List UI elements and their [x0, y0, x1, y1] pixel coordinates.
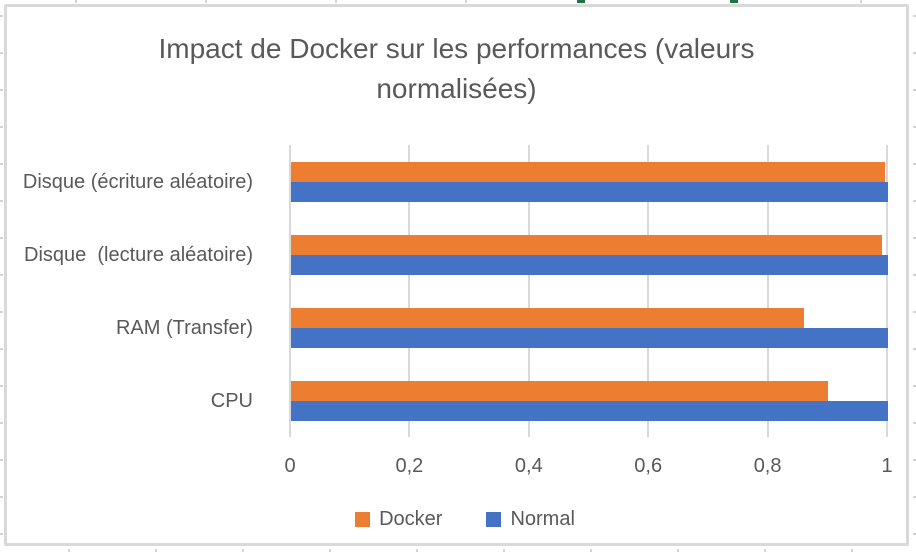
bar-docker-cat2	[291, 307, 804, 328]
x-tick-label-0,4: 0,4	[514, 455, 543, 477]
cell-gridline-tick	[677, 549, 679, 552]
cell-gridline-tick	[0, 126, 3, 128]
cell-gridline-tick	[913, 348, 916, 350]
bar-normal-cat0	[291, 181, 888, 202]
bar-docker-cat0	[291, 161, 885, 182]
bar-normal-cat3	[291, 400, 888, 421]
cell-gridline-tick	[913, 52, 916, 54]
cell-gridline-tick	[913, 15, 916, 17]
cell-gridline-tick	[0, 533, 3, 535]
category-label-2: RAM (Transfer)	[115, 316, 253, 339]
cell-gridline-tick	[503, 549, 505, 552]
cell-gridline-tick	[0, 52, 3, 54]
category-label-1: Disque (lecture aléatoire)	[24, 243, 253, 266]
cell-gridline-tick	[764, 549, 766, 552]
cell-gridline-tick	[329, 549, 331, 552]
legend-label-normal: Normal	[510, 508, 575, 530]
x-tick-label-1: 1	[881, 455, 893, 477]
cell-gridline-tick	[913, 533, 916, 535]
category-label-0: Disque (écriture aléatoire)	[22, 170, 253, 193]
gridline-x-1	[886, 145, 888, 437]
cell-gridline-tick	[465, 0, 467, 3]
legend: Docker Normal	[7, 508, 916, 530]
cell-gridline-tick	[0, 459, 3, 461]
cell-gridline-tick	[860, 0, 862, 3]
chart-title: Impact de Docker sur les performances (v…	[158, 33, 755, 104]
legend-swatch-docker	[355, 511, 371, 527]
x-tick-label-0,6: 0,6	[634, 455, 663, 477]
cell-border-green-tick	[577, 0, 585, 3]
x-tick-label-0: 0	[284, 455, 296, 477]
gridline-x-0,4	[527, 145, 530, 437]
cell-gridline-tick	[0, 89, 3, 91]
cell-gridline-tick	[913, 200, 916, 202]
cell-gridline-tick	[0, 496, 3, 498]
cell-gridline-tick	[0, 274, 3, 276]
cell-gridline-tick	[335, 0, 337, 3]
bar-docker-cat3	[291, 380, 828, 401]
cell-gridline-tick	[913, 422, 916, 424]
cell-border-green-tick	[730, 0, 738, 3]
cell-gridline-tick	[913, 459, 916, 461]
gridline-x-0,6	[647, 145, 650, 437]
cell-gridline-tick	[0, 311, 3, 313]
cell-gridline-tick	[913, 237, 916, 239]
legend-item-docker: Docker	[355, 508, 442, 530]
cell-gridline-tick	[75, 0, 77, 3]
cell-gridline-tick	[913, 163, 916, 165]
x-tick-label-0,8: 0,8	[753, 455, 782, 477]
cell-gridline-tick	[0, 200, 3, 202]
gridline-x-0	[289, 145, 291, 437]
legend-item-normal: Normal	[486, 508, 575, 530]
bar-normal-cat1	[291, 254, 888, 275]
cell-gridline-tick	[68, 549, 70, 552]
bar-docker-cat1	[291, 234, 882, 255]
cell-gridline-tick	[0, 163, 3, 165]
cell-gridline-tick	[155, 549, 157, 552]
legend-label-docker: Docker	[379, 508, 443, 530]
gridline-x-0,8	[766, 145, 769, 437]
cell-gridline-tick	[242, 549, 244, 552]
cell-gridline-tick	[913, 89, 916, 91]
cell-gridline-tick	[0, 15, 3, 17]
cell-gridline-tick	[913, 274, 916, 276]
cell-gridline-tick	[913, 385, 916, 387]
cell-gridline-tick	[0, 348, 3, 350]
x-tick-label-0,2: 0,2	[395, 455, 424, 477]
cell-gridline-tick	[0, 422, 3, 424]
category-label-3: CPU	[210, 389, 253, 412]
cell-gridline-tick	[416, 549, 418, 552]
cell-gridline-tick	[913, 311, 916, 313]
cell-gridline-tick	[0, 237, 3, 239]
bar-normal-cat2	[291, 327, 888, 348]
chart-frame[interactable]: Impact de Docker sur les performances (v…	[4, 4, 909, 546]
cell-gridline-tick	[205, 0, 207, 3]
cell-gridline-tick	[590, 549, 592, 552]
cell-gridline-tick	[0, 385, 3, 387]
cell-gridline-tick	[913, 126, 916, 128]
cell-gridline-tick	[851, 549, 853, 552]
cell-gridline-tick	[913, 496, 916, 498]
legend-swatch-normal	[486, 511, 502, 527]
gridline-x-0,2	[408, 145, 411, 437]
plot-area	[289, 145, 888, 437]
